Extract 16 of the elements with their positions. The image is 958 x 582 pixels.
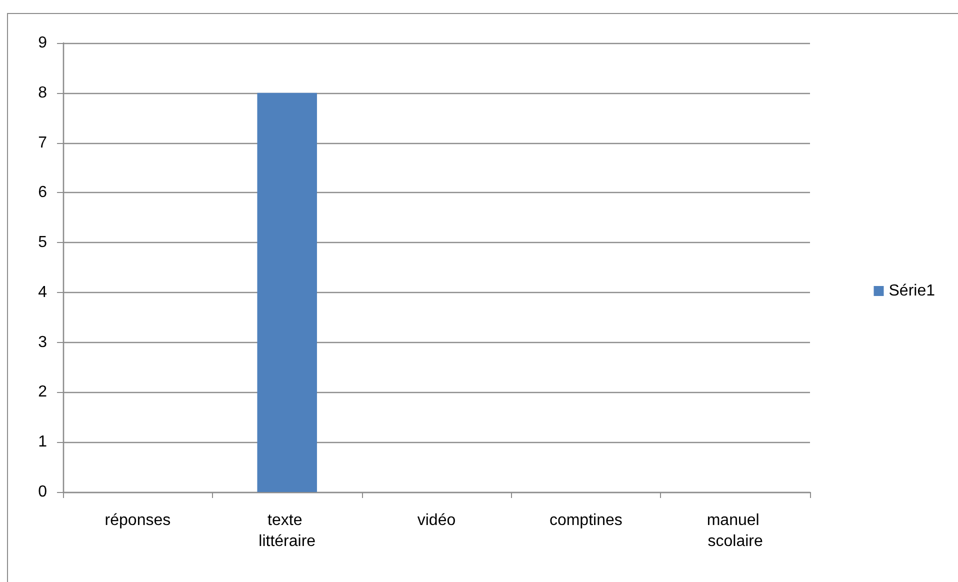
x-tick-label: texte littéraire bbox=[258, 512, 316, 550]
x-tick-label: réponses bbox=[104, 512, 171, 529]
y-tick-label: 3 bbox=[38, 334, 48, 351]
legend-label: Série1 bbox=[888, 282, 936, 300]
x-tick-label: manuel scolaire bbox=[706, 512, 764, 550]
x-tick-label: vidéo bbox=[417, 512, 456, 529]
y-tick-label: 8 bbox=[38, 84, 48, 102]
y-tick-label: 2 bbox=[38, 384, 48, 401]
y-tick-label: 7 bbox=[38, 134, 48, 152]
y-tick-label: 1 bbox=[38, 434, 48, 451]
x-tick-label: comptines bbox=[549, 512, 622, 529]
y-tick-label: 9 bbox=[38, 34, 48, 52]
y-tick-label: 6 bbox=[38, 184, 48, 202]
y-tick-label: 4 bbox=[38, 284, 48, 301]
y-tick-label: 0 bbox=[38, 484, 48, 500]
y-tick-label: 5 bbox=[38, 234, 48, 252]
